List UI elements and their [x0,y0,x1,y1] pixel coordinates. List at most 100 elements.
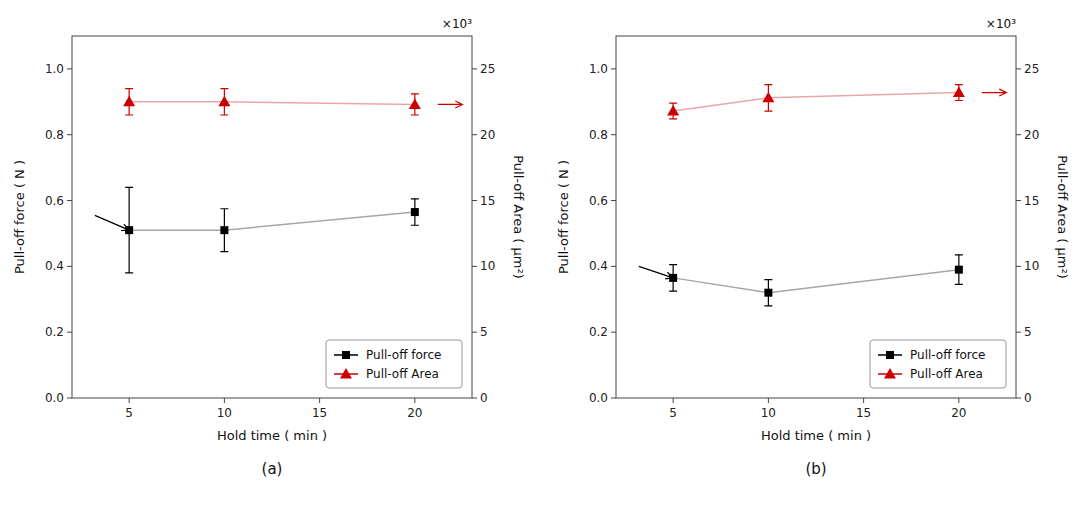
y2-tick-label: 10 [480,259,495,273]
x-tick [224,398,225,403]
point-marker [220,226,228,234]
y-tick [67,266,72,267]
x-tick-label: 10 [217,406,232,420]
x-tick-label: 10 [761,406,776,420]
y-tick-label: 0.0 [45,391,64,405]
panel-label: (a) [262,460,283,478]
y2-tick-label: 10 [1024,259,1039,273]
background [0,0,1088,505]
x-tick [319,398,320,403]
y-tick [611,398,616,399]
legend-marker [340,368,352,379]
arrow [95,215,129,230]
y2-tick [472,332,477,333]
error-bar [220,209,228,252]
x-axis-label: Hold time ( min ) [761,428,871,443]
x-tick-label: 15 [312,406,327,420]
arrow [438,101,463,108]
legend: Pull-off force Pull-off Area [326,340,462,388]
legend-label: Pull-off force [366,348,442,362]
y2-tick [472,134,477,135]
plot-frame [72,36,472,398]
x-tick [129,398,130,403]
y-tick [67,398,72,399]
point-marker [764,289,772,297]
y2-tick-label: 5 [480,325,488,339]
point-marker [667,105,679,116]
point-marker [762,92,774,103]
y-tick-label: 0.2 [45,325,64,339]
x-tick-label: 5 [125,406,133,420]
y-tick [67,134,72,135]
y2-tick-label: 25 [480,62,495,76]
axis-multiplier: ×10³ [442,17,472,31]
y2-tick-label: 15 [480,194,495,208]
y-tick [611,332,616,333]
point-marker [411,208,419,216]
series-line [673,270,959,293]
figure: 5 10 15 20 0.0 0.2 0.4 0.6 0.8 1.0 0 5 10 15 20 25 Hold … [0,0,1088,505]
legend: Pull-off force Pull-off Area [870,340,1006,388]
y-tick [67,200,72,201]
y2-tick [1016,134,1021,135]
y-tick-label: 0.6 [45,194,64,208]
legend-label: Pull-off Area [366,367,439,381]
y2-tick [472,266,477,267]
x-tick-label: 20 [951,406,966,420]
y-tick-label: 1.0 [589,62,608,76]
y-tick-label: 1.0 [45,62,64,76]
legend-marker [886,351,894,359]
series-line [673,93,959,111]
y-tick [67,68,72,69]
arrow [982,89,1007,96]
panel: 51015200.00.20.40.60.81.00510152025Hold … [12,17,526,478]
arrow [639,266,673,279]
y2-tick [472,200,477,201]
y2-tick-label: 5 [1024,325,1032,339]
y-tick-label: 0.0 [589,391,608,405]
y2-tick [1016,398,1021,399]
y-tick [611,266,616,267]
x-tick-label: 5 [669,406,677,420]
legend-box [870,340,1006,388]
y-tick-label: 0.4 [45,259,64,273]
panel: 51015200.00.20.40.60.81.00510152025Hold … [556,17,1070,478]
y2-tick [472,398,477,399]
panel-label: (b) [805,460,826,478]
point-marker [409,98,421,109]
series-line [129,212,415,230]
y-tick-label: 0.4 [589,259,608,273]
x-tick [673,398,674,403]
error-bar [955,255,963,285]
x-tick [958,398,959,403]
y2-axis-label: Pull-off Area ( μm²) [511,155,526,279]
legend-marker [884,368,896,379]
plot-frame [616,36,1016,398]
legend-label: Pull-off Area [910,367,983,381]
error-bar [411,199,419,225]
x-tick-label: 15 [856,406,871,420]
y-tick [611,134,616,135]
y-tick-label: 0.8 [589,128,608,142]
y2-tick-label: 15 [1024,194,1039,208]
y2-tick-label: 25 [1024,62,1039,76]
legend-label: Pull-off force [910,348,986,362]
x-tick [414,398,415,403]
y2-tick [1016,68,1021,69]
plot-data [95,89,463,273]
y2-tick [1016,200,1021,201]
point-marker [953,87,965,98]
series-line [129,102,415,105]
y-axis-label: Pull-off force ( N ) [12,160,27,274]
y-tick [67,332,72,333]
y2-axis-label: Pull-off Area ( μm²) [1055,155,1070,279]
y2-tick-label: 20 [480,128,495,142]
y2-tick [1016,266,1021,267]
x-axis-label: Hold time ( min ) [217,428,327,443]
y2-tick-label: 0 [480,391,488,405]
x-tick-label: 20 [407,406,422,420]
error-bar [764,280,772,306]
y2-tick [1016,332,1021,333]
legend-marker [342,351,350,359]
y-tick [611,200,616,201]
